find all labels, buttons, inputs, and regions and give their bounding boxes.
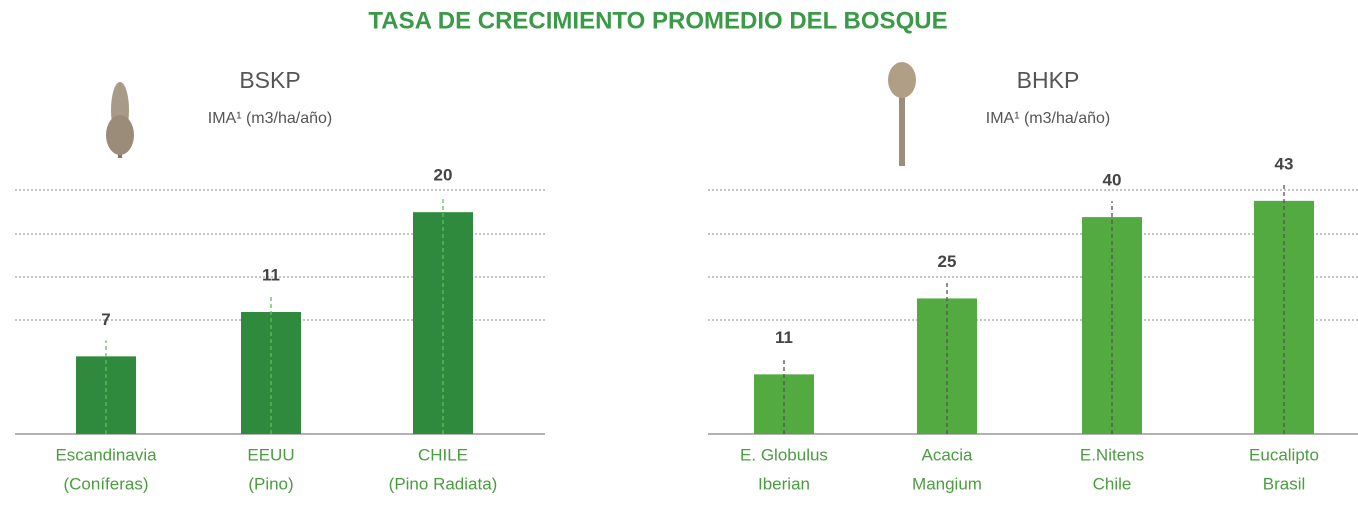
chart-subtitle: IMA¹ (m3/ha/año): [208, 110, 332, 127]
value-label: 20: [434, 166, 453, 185]
x-tick-label: Iberian: [758, 474, 810, 493]
x-tick-label: (Coníferas): [63, 474, 148, 493]
x-tick-label: Eucalipto: [1249, 445, 1319, 464]
x-tick-label: Mangium: [912, 474, 982, 493]
value-label: 43: [1275, 154, 1294, 173]
value-label: 25: [938, 252, 957, 271]
x-tick-label: (Pino): [248, 474, 293, 493]
x-tick-label: CHILE: [418, 445, 468, 464]
tree-icon: [888, 62, 916, 166]
value-label: 11: [775, 328, 793, 347]
x-tick-label: (Pino Radiata): [389, 474, 498, 493]
x-tick-label: Escandinavia: [55, 445, 157, 464]
chart-subtitle: IMA¹ (m3/ha/año): [986, 110, 1110, 127]
value-label: 40: [1103, 171, 1122, 190]
x-tick-label: Acacia: [921, 445, 973, 464]
x-tick-label: E. Globulus: [740, 445, 828, 464]
chart-title: BHKP: [1017, 67, 1080, 93]
tree-icon: [106, 82, 134, 158]
chart-title: BSKP: [239, 67, 300, 93]
x-tick-label: EEUU: [247, 445, 294, 464]
bar: [413, 212, 473, 434]
bar: [241, 312, 301, 434]
x-tick-label: E.Nitens: [1080, 445, 1144, 464]
x-tick-label: Brasil: [1263, 474, 1306, 493]
x-tick-label: Chile: [1093, 474, 1132, 493]
page-title: TASA DE CRECIMIENTO PROMEDIO DEL BOSQUE: [368, 7, 947, 34]
value-label: 11: [262, 265, 280, 284]
value-label: 7: [101, 310, 110, 329]
